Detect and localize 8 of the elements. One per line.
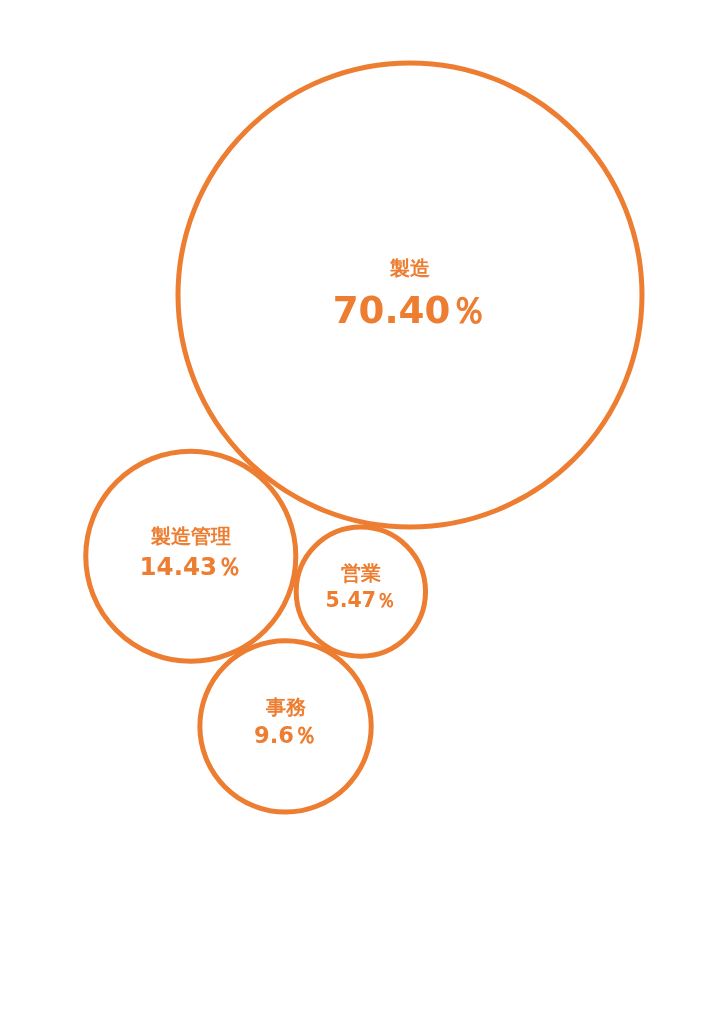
data-label: 5.47％ [325,587,397,612]
category-label: 事務 [264,694,306,719]
data-label: 9.6％ [254,722,318,749]
category-label: 製造管理 [149,523,231,548]
category-label: 製造 [389,255,430,280]
data-label: 14.43％ [139,551,243,581]
category-label: 営業 [340,561,381,586]
data-label: 70.40％ [332,287,488,332]
